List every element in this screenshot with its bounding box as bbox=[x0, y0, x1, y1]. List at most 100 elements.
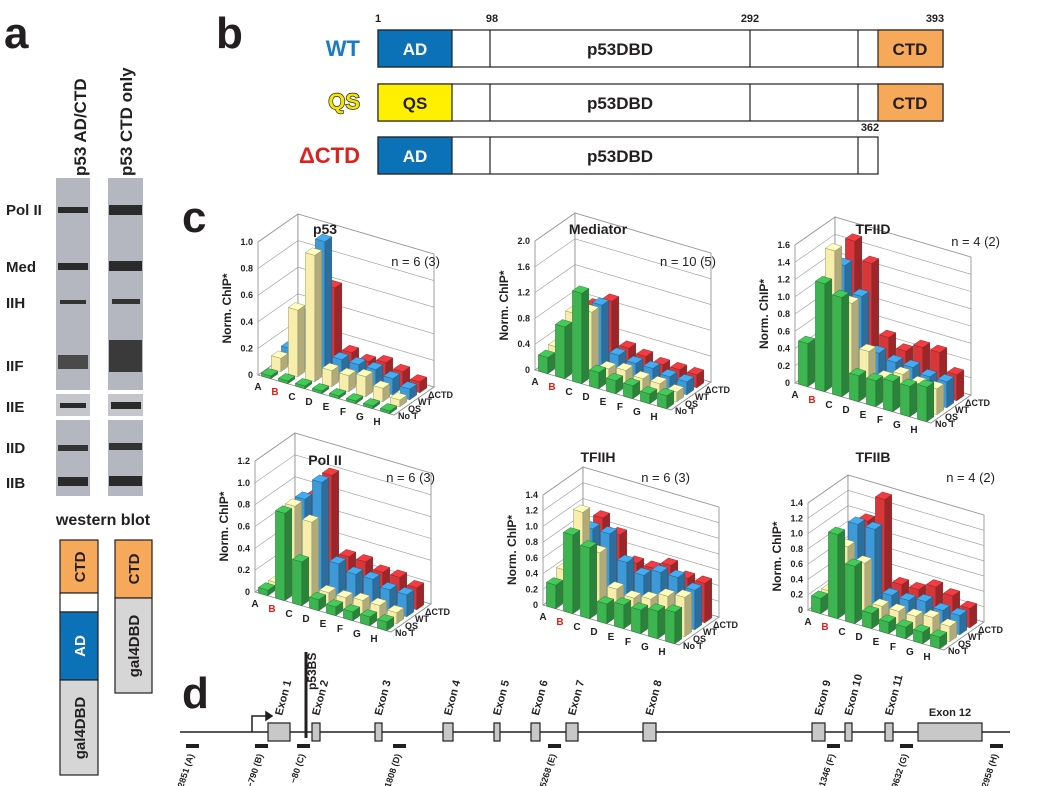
bar bbox=[571, 285, 590, 385]
annotation: n = 6 (3) bbox=[641, 470, 690, 485]
grid-line bbox=[257, 213, 435, 255]
bar bbox=[379, 403, 398, 415]
x-tick-label: D bbox=[582, 392, 589, 403]
bar-side bbox=[581, 288, 589, 385]
y-tick-label: 1.0 bbox=[525, 521, 538, 531]
bar-front bbox=[580, 545, 590, 620]
y-axis-label: Norm. ChIP* bbox=[770, 521, 784, 591]
band-label: Med bbox=[6, 259, 36, 276]
x-tick-label: E bbox=[600, 397, 607, 408]
primer-label: −80 (C) bbox=[288, 753, 307, 785]
legend-label: WT bbox=[955, 405, 969, 415]
x-tick-label: A bbox=[804, 617, 811, 628]
bar bbox=[270, 350, 289, 373]
chart: 0 0.4 0.8 1.2 1.6 2.0 Norm. ChIP* Mediator n = 1… bbox=[497, 212, 730, 423]
grid-line bbox=[807, 520, 985, 562]
exon-label: Exon 4 bbox=[442, 678, 463, 717]
legend-label: QS bbox=[685, 399, 698, 409]
x-tick-label: F bbox=[337, 624, 343, 635]
domain-label: AD bbox=[403, 40, 428, 59]
panel-label: d bbox=[182, 669, 209, 718]
y-tick-label: 0.2 bbox=[790, 590, 803, 600]
bar bbox=[537, 349, 556, 375]
legend-label: QS bbox=[945, 412, 958, 422]
chart: 0 0.2 0.4 0.6 0.8 1.0 1.2 1.4 Norm. ChIP* TFIIB n … bbox=[770, 449, 1003, 663]
bar-front bbox=[657, 392, 667, 410]
bar-front bbox=[309, 596, 319, 612]
exon-label: Exon 8 bbox=[644, 679, 665, 717]
grid-line bbox=[807, 505, 985, 546]
legend-label: ΔCTD bbox=[965, 398, 990, 408]
bar-front bbox=[832, 294, 842, 398]
domain-label: AD bbox=[403, 147, 428, 166]
grid-line bbox=[257, 266, 435, 308]
grid-line bbox=[534, 264, 712, 305]
grid-line bbox=[794, 233, 972, 275]
bar-side bbox=[572, 529, 580, 615]
x-tick-label: F bbox=[340, 407, 346, 418]
x-tick-label: H bbox=[910, 425, 917, 436]
x-tick-label: C bbox=[285, 609, 292, 620]
exon-label: Exon 12 bbox=[929, 707, 971, 719]
bar bbox=[389, 392, 408, 408]
x-tick-label: C bbox=[838, 627, 845, 638]
bar bbox=[865, 372, 884, 408]
y-tick-label: 0.8 bbox=[517, 313, 530, 323]
bar-front bbox=[648, 608, 658, 640]
legend-label: No T bbox=[683, 641, 703, 651]
x-tick-label: B bbox=[271, 387, 278, 398]
bar-front bbox=[555, 324, 565, 380]
bar bbox=[664, 604, 683, 645]
legend-label: ΔCTD bbox=[713, 620, 738, 630]
annotation: n = 10 (5) bbox=[660, 254, 716, 269]
bar-front bbox=[883, 378, 893, 413]
bar-side bbox=[841, 292, 849, 398]
legend-label: No T bbox=[675, 406, 695, 416]
chart-title: Pol II bbox=[308, 452, 341, 468]
bar-front bbox=[288, 307, 298, 378]
primer-label: −2851 (A) bbox=[174, 753, 196, 786]
bar bbox=[308, 591, 327, 612]
exon bbox=[493, 722, 501, 742]
bar bbox=[291, 554, 310, 607]
bar-front bbox=[546, 582, 556, 610]
bar-side bbox=[909, 381, 917, 418]
y-axis-label: Norm. ChIP* bbox=[505, 515, 519, 585]
bar bbox=[622, 377, 641, 400]
bar-front bbox=[292, 559, 302, 607]
grid-line bbox=[254, 454, 432, 496]
bar-front bbox=[879, 619, 889, 635]
x-tick-label: F bbox=[625, 637, 631, 648]
bar bbox=[579, 540, 598, 620]
y-tick-label: 0.2 bbox=[240, 343, 253, 353]
y-tick-label: 0.8 bbox=[525, 537, 538, 547]
bar-side bbox=[601, 300, 609, 371]
exon bbox=[917, 722, 983, 742]
exon bbox=[565, 722, 579, 742]
y-tick-label: 1.4 bbox=[525, 490, 538, 500]
bar-side bbox=[875, 375, 883, 408]
exon-label: Exon 1 bbox=[273, 679, 294, 717]
grid-line bbox=[257, 293, 435, 335]
annotation: n = 4 (2) bbox=[951, 234, 1000, 249]
domain-label: p53DBD bbox=[587, 40, 653, 59]
bar bbox=[257, 582, 276, 597]
bar bbox=[848, 367, 867, 403]
bar bbox=[359, 609, 378, 627]
y-tick-label: 0.2 bbox=[777, 361, 790, 371]
position: 1 bbox=[375, 13, 381, 25]
bar-front bbox=[275, 510, 285, 602]
bar-front bbox=[665, 609, 675, 645]
y-tick-label: 0.8 bbox=[777, 309, 790, 319]
x-tick-label: D bbox=[302, 614, 309, 625]
y-tick-label: 0 bbox=[245, 587, 250, 597]
grid-line bbox=[542, 482, 720, 523]
position: 292 bbox=[741, 13, 759, 25]
bar bbox=[311, 383, 330, 395]
bar-side bbox=[854, 561, 862, 625]
y-tick-label: 0.2 bbox=[237, 565, 250, 575]
band-label: IIF bbox=[6, 358, 24, 375]
y-axis-label: Norm. ChIP* bbox=[497, 270, 511, 340]
primer bbox=[900, 744, 913, 748]
bar bbox=[325, 599, 344, 617]
